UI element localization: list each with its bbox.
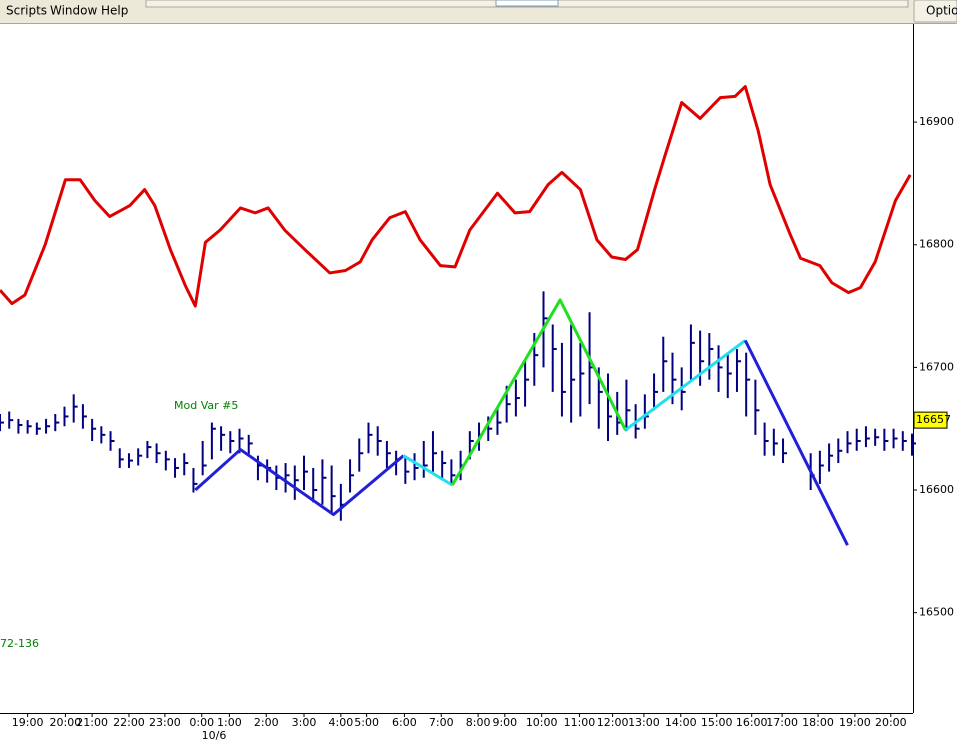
toolbar-input[interactable] [495, 0, 559, 7]
x-tick-label: 23:00 [149, 716, 181, 729]
x-tick-label: 16:00 [736, 716, 768, 729]
x-tick-label: 8:00 [466, 716, 491, 729]
x-tick-label: 4:00 [328, 716, 353, 729]
menu-item[interactable]: Help [101, 4, 128, 18]
x-tick-label: 19:00 [839, 716, 871, 729]
options-button[interactable] [913, 0, 957, 23]
y-tick-label: 16600 [919, 483, 954, 496]
options-label[interactable]: Optio [926, 4, 957, 18]
line [0, 85, 912, 308]
y-tick-label: 16800 [919, 238, 954, 251]
y-tick-label: 16900 [919, 115, 954, 128]
x-tick-label: 3:00 [292, 716, 317, 729]
x-tick-label: 19:00 [12, 716, 44, 729]
y-tick-label: 16700 [919, 360, 954, 373]
menu-item[interactable]: Scripts [6, 4, 47, 18]
x-tick-label: 7:00 [429, 716, 454, 729]
x-tick-label: 1:00 [217, 716, 242, 729]
x-tick-label: 15:00 [701, 716, 733, 729]
x-tick-label: 22:00 [113, 716, 145, 729]
menu-item[interactable]: Window [50, 4, 98, 18]
last-price-label: 16657 [916, 413, 951, 426]
x-tick-label: 11:00 [564, 716, 596, 729]
x-tick-label: 10:00 [526, 716, 558, 729]
line [743, 339, 849, 546]
y-tick-label: 16500 [919, 606, 954, 619]
line [451, 298, 627, 486]
x-tick-label: 9:00 [492, 716, 517, 729]
x-tick-label: 12:00 [597, 716, 629, 729]
x-tick-label: 21:00 [76, 716, 108, 729]
line [194, 448, 405, 517]
x-tick-label: 20:00 [50, 716, 82, 729]
x-tick-label: 2:00 [254, 716, 279, 729]
x-tick-label: 20:00 [875, 716, 907, 729]
line [624, 339, 747, 432]
line [402, 454, 454, 487]
x-tick-label: 14:00 [665, 716, 697, 729]
annotation: Mod Var #5 [174, 399, 238, 412]
x-tick-label: 18:00 [802, 716, 834, 729]
x-tick-label: 6:00 [392, 716, 417, 729]
x-tick-label: 5:00 [354, 716, 379, 729]
x-tick-label: 0:00 [189, 716, 214, 729]
x-tick-label: 17:00 [766, 716, 798, 729]
annotation: 72-136 [0, 637, 39, 650]
date-label: 10/6 [202, 729, 227, 742]
last-price-box [913, 411, 948, 429]
x-tick-label: 13:00 [628, 716, 660, 729]
